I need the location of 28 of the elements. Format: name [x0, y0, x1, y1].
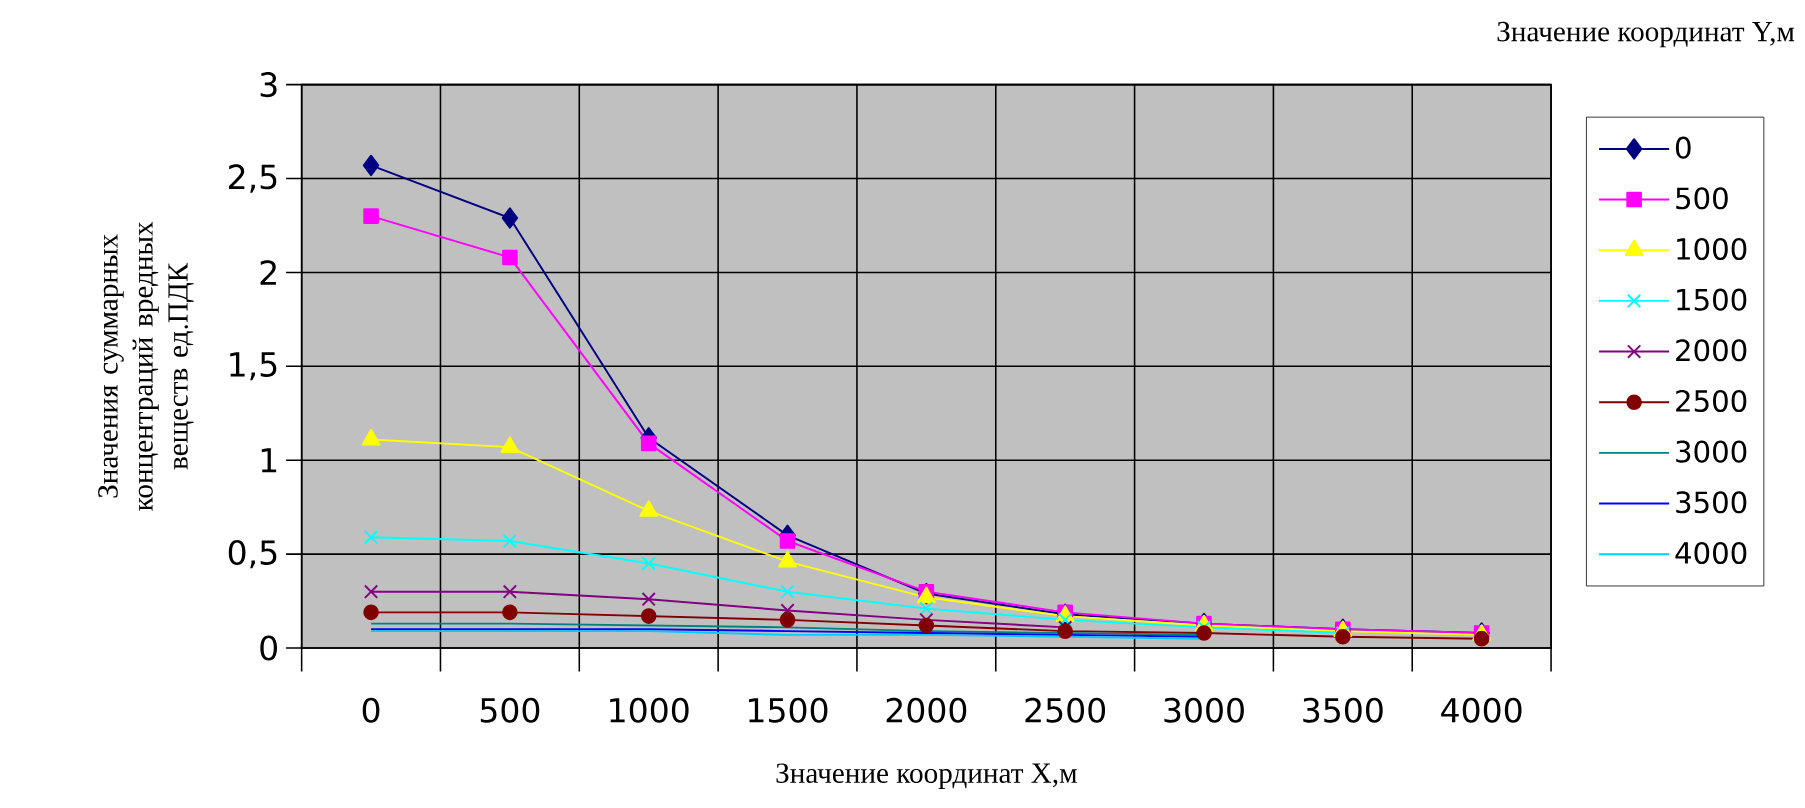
y-tick-label: 2	[260, 260, 276, 285]
legend-label: 3000	[1676, 440, 1747, 463]
legend-label: 1500	[1677, 288, 1747, 311]
y-tick-label: 0,5	[228, 540, 277, 569]
legend-label: 0	[1675, 136, 1691, 159]
x-tick-label: 4000	[1441, 697, 1522, 723]
x-tick-label: 1000	[610, 697, 689, 723]
x-tick-label: 2000	[886, 697, 967, 723]
x-tick-label: 3000	[1164, 697, 1244, 723]
y-tick-label: 1	[261, 448, 277, 473]
legend-label: 2000	[1676, 339, 1747, 362]
x-tick-label: 0	[362, 697, 380, 723]
x-tick-label: 3500	[1303, 697, 1383, 723]
legend-label: 1000	[1677, 238, 1747, 261]
x-tick-label: 500	[480, 697, 540, 723]
y-tick-label: 3	[260, 72, 277, 98]
legend-title: Значение координат Y,м	[1497, 22, 1795, 48]
y-axis-title: Значения суммарных концентраций вредных веществ ед.ПДК	[98, 221, 194, 512]
legend-label: 3500	[1676, 491, 1747, 514]
legend-label: 500	[1676, 187, 1728, 210]
y-tick-label: 2,5	[229, 164, 277, 193]
legend-label: 2500	[1676, 390, 1747, 413]
x-tick-label: 2500	[1025, 697, 1106, 723]
x-tick-label: 1500	[749, 697, 828, 723]
legend-label: 4000	[1675, 542, 1747, 565]
y-tick-label: 0	[260, 635, 278, 661]
y-tick-label: 1,5	[230, 352, 277, 381]
x-axis-title: Значение координат X,м	[776, 763, 1077, 790]
